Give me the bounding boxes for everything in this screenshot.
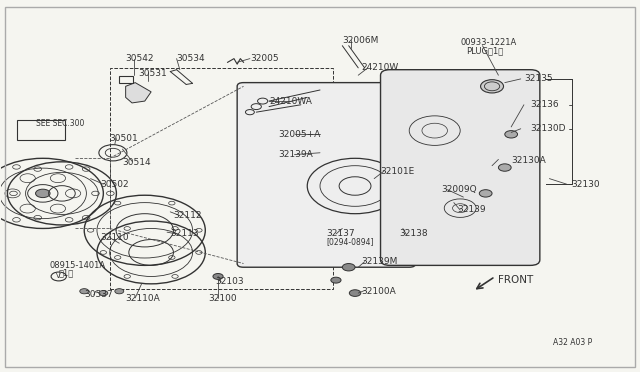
- Text: 24210WA: 24210WA: [269, 97, 312, 106]
- Text: 32006M: 32006M: [342, 36, 379, 45]
- Text: 32130A: 32130A: [511, 155, 546, 165]
- Text: 32005+A: 32005+A: [278, 130, 321, 139]
- Text: 32100: 32100: [209, 294, 237, 303]
- Text: （1）: （1）: [59, 268, 74, 277]
- Text: 32136: 32136: [531, 100, 559, 109]
- Text: 32110: 32110: [100, 233, 129, 242]
- Text: 00933-1221A: 00933-1221A: [460, 38, 516, 46]
- Text: 30531: 30531: [138, 69, 167, 78]
- FancyBboxPatch shape: [381, 70, 540, 265]
- FancyBboxPatch shape: [237, 83, 415, 267]
- Circle shape: [115, 289, 124, 294]
- Text: 30502: 30502: [100, 180, 129, 189]
- Text: 32130D: 32130D: [531, 124, 566, 133]
- Text: A32 A03 P: A32 A03 P: [552, 339, 592, 347]
- Circle shape: [499, 164, 511, 171]
- Circle shape: [213, 273, 223, 279]
- Text: 32113: 32113: [170, 230, 199, 238]
- Text: 30537: 30537: [84, 291, 113, 299]
- Text: 32103: 32103: [215, 278, 243, 286]
- Circle shape: [331, 277, 341, 283]
- Text: 32138: 32138: [399, 230, 428, 238]
- Text: 32139M: 32139M: [362, 257, 398, 266]
- Text: 30501: 30501: [109, 134, 138, 142]
- Bar: [109, 68, 333, 289]
- Bar: [17, 119, 65, 140]
- Circle shape: [479, 190, 492, 197]
- Bar: [119, 76, 133, 83]
- Text: 32009Q: 32009Q: [441, 185, 477, 194]
- Text: 08915-1401A: 08915-1401A: [49, 261, 106, 270]
- Text: PLUG（1）: PLUG（1）: [467, 47, 504, 56]
- Text: [0294-0894]: [0294-0894]: [326, 237, 374, 246]
- Text: 32112: 32112: [173, 211, 202, 220]
- Text: 30542: 30542: [125, 54, 154, 63]
- Circle shape: [481, 80, 504, 93]
- Polygon shape: [125, 83, 151, 103]
- Text: 32135: 32135: [524, 74, 552, 83]
- Circle shape: [99, 291, 108, 296]
- Text: 32100A: 32100A: [362, 287, 396, 296]
- Text: 32139A: 32139A: [278, 150, 314, 159]
- Text: 32137: 32137: [326, 230, 355, 238]
- Text: 24210W: 24210W: [362, 63, 399, 72]
- Text: 30534: 30534: [177, 54, 205, 63]
- Text: 32139: 32139: [457, 205, 486, 215]
- Circle shape: [80, 289, 89, 294]
- Text: 32101E: 32101E: [381, 167, 415, 176]
- Text: V: V: [56, 273, 61, 279]
- Text: 30514: 30514: [122, 157, 151, 167]
- Circle shape: [342, 263, 355, 271]
- Circle shape: [349, 290, 361, 296]
- Text: 32130: 32130: [572, 180, 600, 189]
- Text: SEE SEC.300: SEE SEC.300: [36, 119, 85, 128]
- Text: 32110A: 32110A: [125, 294, 161, 303]
- Circle shape: [505, 131, 518, 138]
- Text: 32005: 32005: [250, 54, 278, 63]
- Text: FRONT: FRONT: [499, 275, 534, 285]
- Circle shape: [36, 189, 50, 198]
